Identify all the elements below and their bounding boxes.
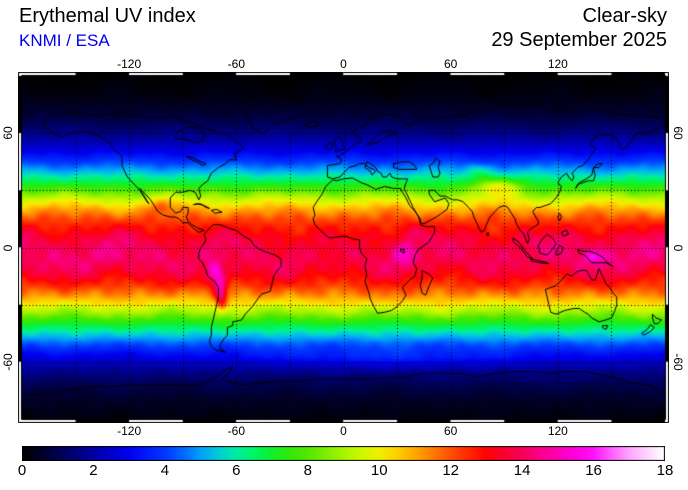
page-title: Erythemal UV index [19,5,196,27]
colorbar-tick-label: 18 [656,462,674,479]
lon-tick-label-bottom: 120 [547,424,568,438]
lat-tick-label-left: 60 [1,126,15,140]
colorbar-tick-label: 6 [232,462,241,479]
lat-tick-label-right: -60 [671,353,685,371]
colorbar-tick-label: 16 [585,462,602,479]
credit-label: KNMI / ESA [19,31,110,50]
colorbar-tick-label: 0 [17,462,27,479]
lat-tick-label-left: 0 [1,244,15,251]
condition-label: Clear-sky [582,5,667,27]
lon-tick-label-bottom: 0 [340,424,347,438]
colorbar-tick-label: 14 [513,462,531,479]
world-uv-heatmap-canvas [18,72,669,423]
colorbar-tick-label: 10 [370,462,388,479]
lat-tick-label-right: 0 [671,244,685,251]
colorbar-tick-label: 2 [89,462,98,479]
colorbar-canvas [22,446,665,461]
lon-tick-label-bottom: -60 [227,424,245,438]
lat-tick-label-left: -60 [1,353,15,371]
lon-tick-label-bottom: -120 [117,424,142,438]
lon-tick-label-top: 60 [443,57,458,71]
lon-tick-label-top: -60 [227,57,245,71]
colorbar-tick-label: 12 [442,462,459,479]
lon-tick-label-top: 0 [340,57,347,71]
lat-tick-label-right: 60 [671,126,685,140]
colorbar-tick-label: 8 [303,462,312,479]
colorbar-tick-label: 4 [160,462,170,479]
lon-tick-label-top: -120 [117,57,142,71]
lon-tick-label-bottom: 60 [443,424,458,438]
lon-tick-label-top: 120 [547,57,568,71]
date-label: 29 September 2025 [491,29,667,51]
